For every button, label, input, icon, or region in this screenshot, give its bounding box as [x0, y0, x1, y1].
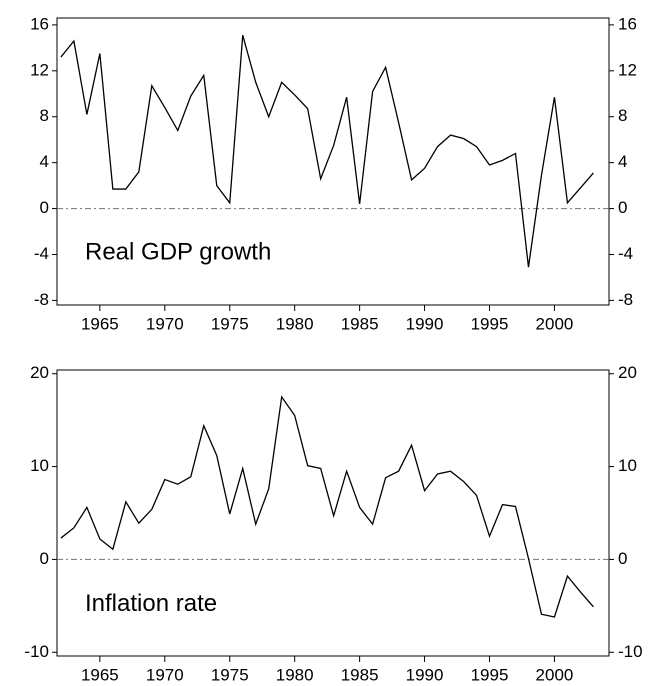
y2-tick-label: 0	[618, 549, 627, 568]
y-tick-label: 12	[30, 60, 49, 79]
y-tick-label: -10	[24, 642, 49, 661]
y2-tick-label: 8	[618, 106, 627, 125]
y2-tick-label: 16	[618, 14, 637, 33]
y2-tick-label: 0	[618, 198, 627, 217]
y2-tick-label: 4	[618, 152, 627, 171]
plot-frame	[56, 17, 610, 306]
y-tick-label: 0	[40, 198, 49, 217]
y-tick-label: 8	[40, 106, 49, 125]
y-tick-label: 0	[40, 549, 49, 568]
x-tick-label: 1975	[211, 314, 249, 333]
y2-tick-label: 20	[618, 363, 637, 382]
x-tick-label: 1975	[211, 665, 249, 684]
x-tick-label: 2000	[536, 314, 574, 333]
y-tick-label: -8	[34, 290, 49, 309]
y-tick-label: 4	[40, 152, 49, 171]
y2-tick-label: -8	[618, 290, 633, 309]
x-tick-label: 1985	[341, 665, 379, 684]
data-line	[60, 395, 594, 618]
x-tick-label: 1970	[146, 665, 184, 684]
x-tick-label: 1985	[341, 314, 379, 333]
annotation: Inflation rate	[85, 590, 217, 617]
x-tick-label: 1990	[406, 314, 444, 333]
y-tick-label: -4	[34, 244, 49, 263]
y-tick-label: 20	[30, 363, 49, 382]
plot-frame	[56, 369, 610, 657]
x-tick-label: 1970	[146, 314, 184, 333]
x-tick-label: 1995	[471, 314, 509, 333]
data-line	[60, 35, 594, 268]
x-tick-label: 1995	[471, 665, 509, 684]
x-tick-label: 1965	[81, 665, 119, 684]
y-tick-label: 10	[30, 456, 49, 475]
x-tick-label: 2000	[536, 665, 574, 684]
x-tick-label: 1980	[276, 665, 314, 684]
y-tick-label: 16	[30, 14, 49, 33]
annotation: Real GDP growth	[85, 239, 271, 266]
y2-tick-label: 12	[618, 60, 637, 79]
y2-tick-label: -4	[618, 244, 633, 263]
x-tick-label: 1980	[276, 314, 314, 333]
y2-tick-label: -10	[618, 642, 643, 661]
x-tick-label: 1965	[81, 314, 119, 333]
x-tick-label: 1990	[406, 665, 444, 684]
y2-tick-label: 10	[618, 456, 637, 475]
